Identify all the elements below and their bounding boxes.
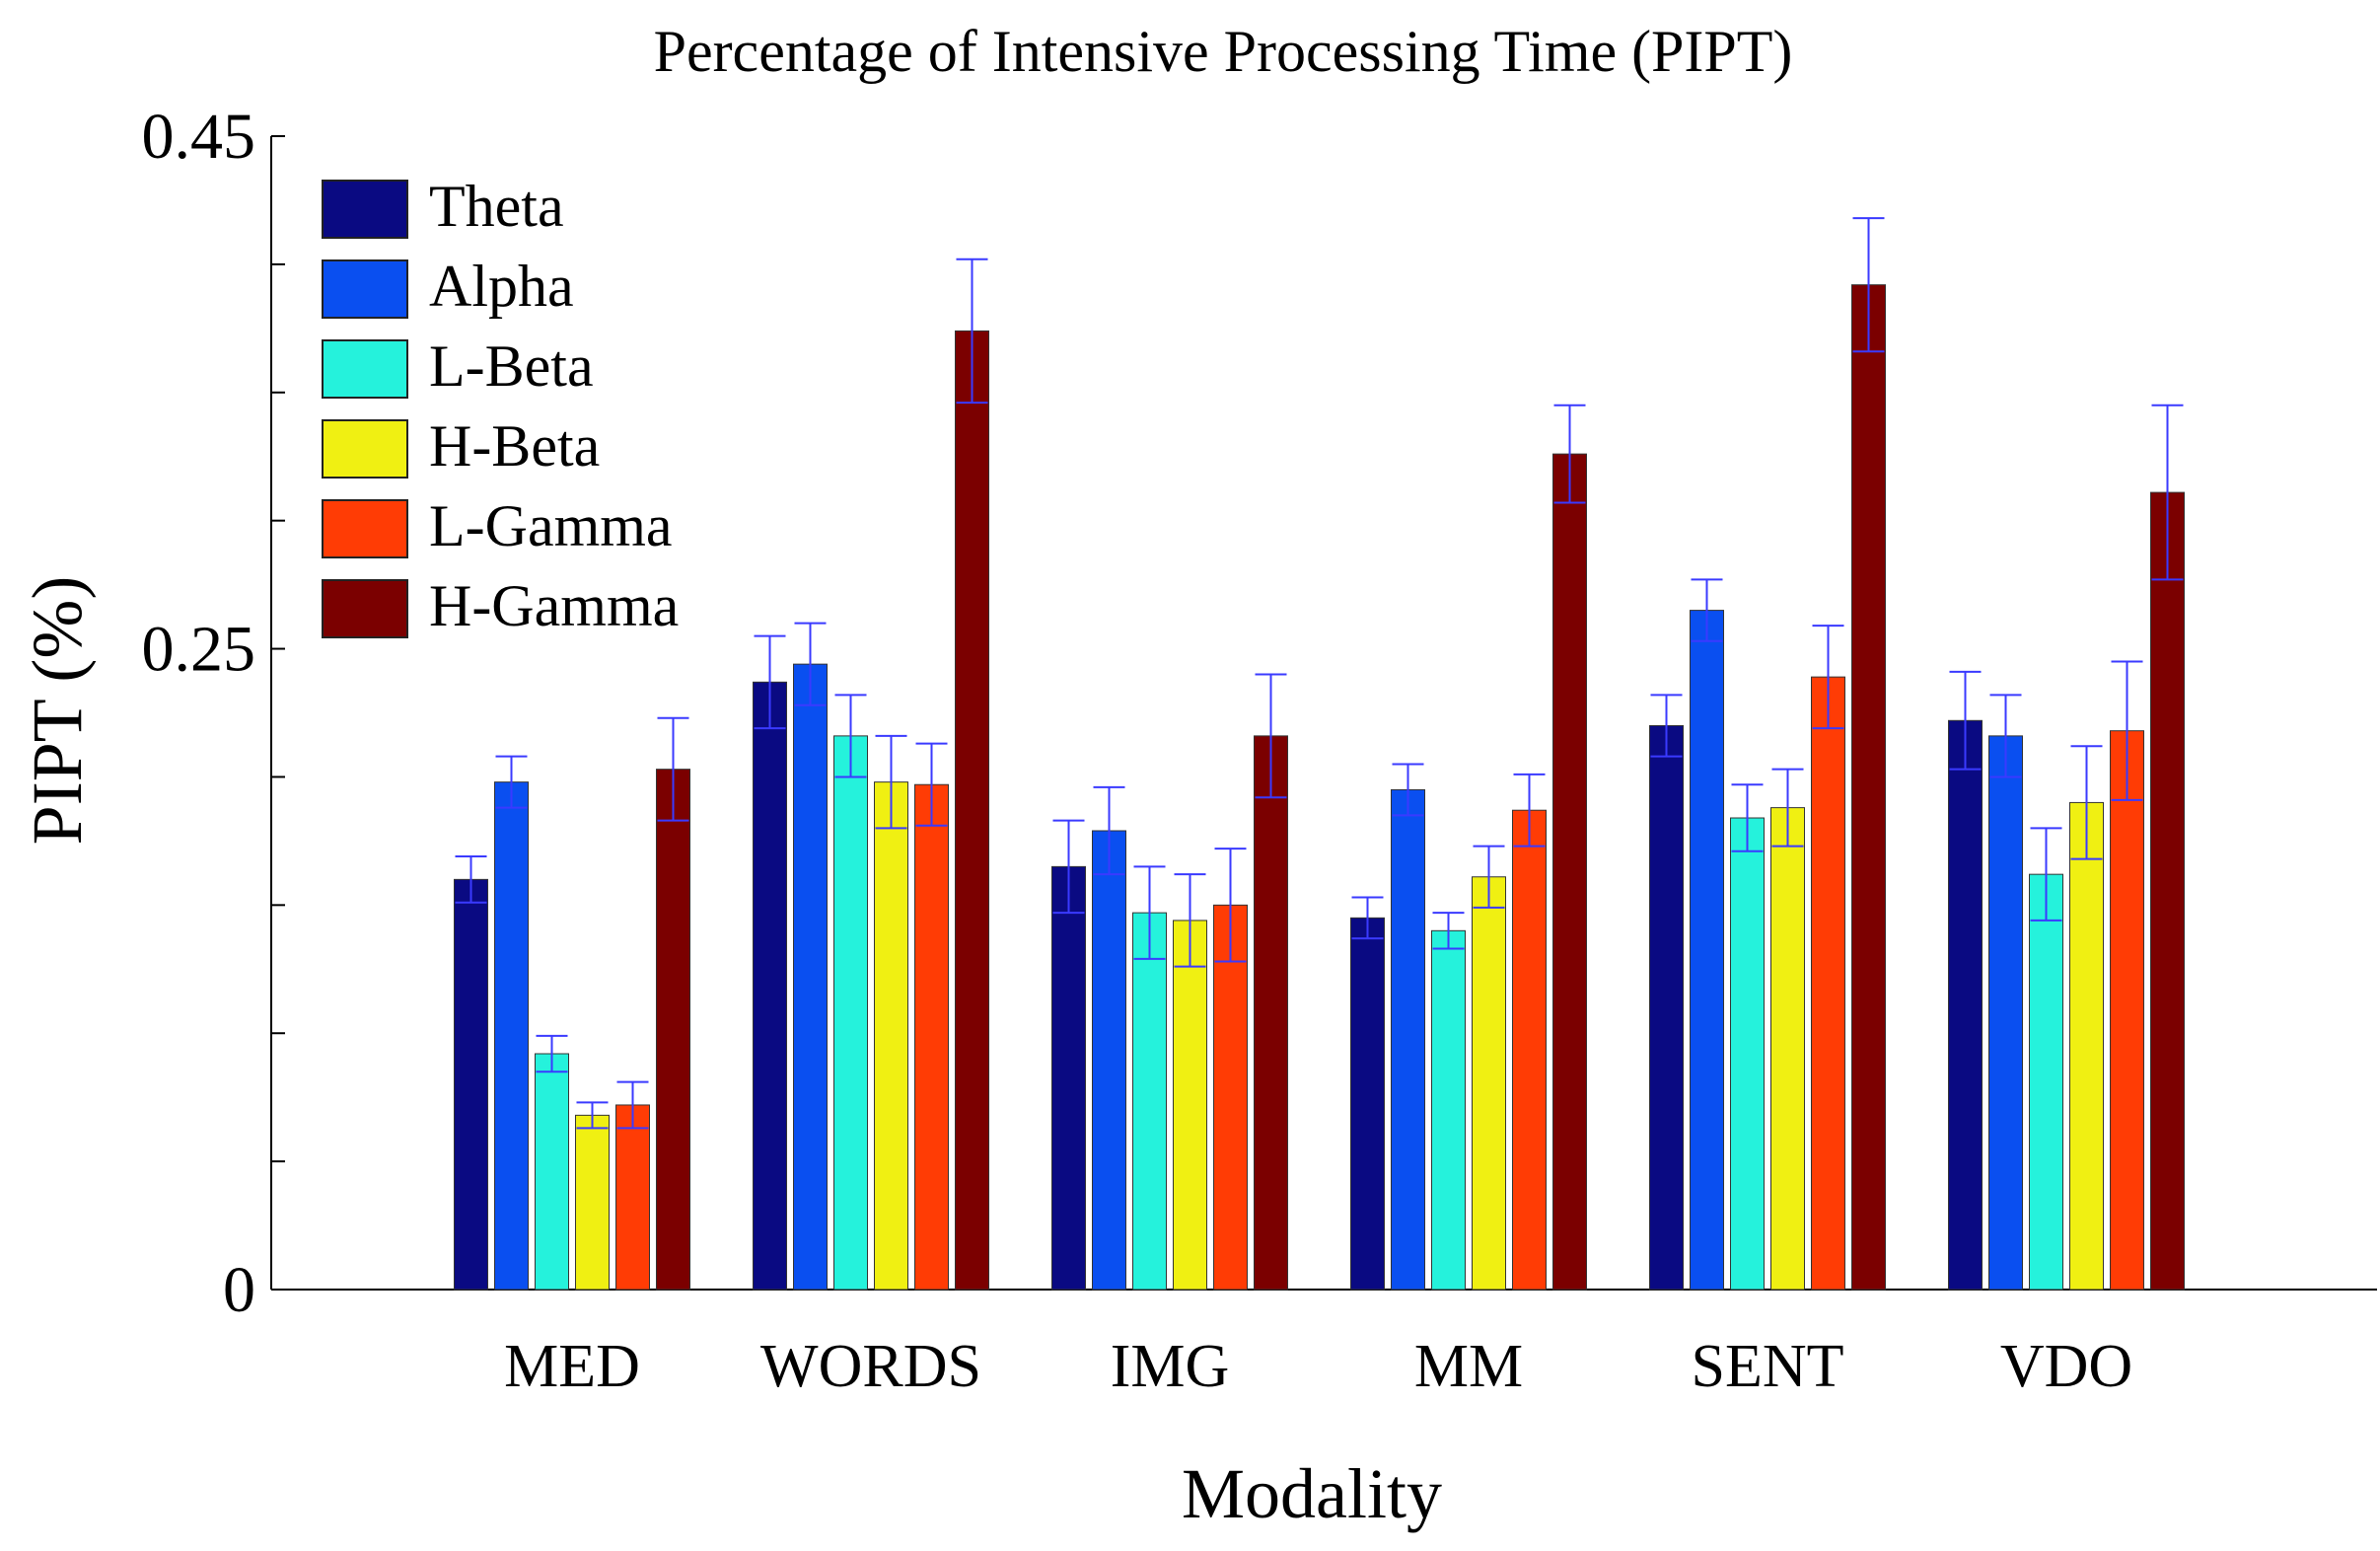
bar-theta-img bbox=[1051, 865, 1086, 1291]
bar-l-beta-vdo bbox=[2029, 873, 2063, 1291]
legend-label: Theta bbox=[429, 174, 564, 239]
bar-alpha-vdo bbox=[1988, 735, 2023, 1291]
bar-h-gamma-med bbox=[656, 769, 690, 1291]
x-tick-labels: MED WORDS IMG MM SENT VDO bbox=[504, 1333, 2132, 1400]
bar-l-gamma-img bbox=[1213, 904, 1248, 1291]
y-axis-title: PIPT (%) bbox=[18, 576, 97, 846]
x-tick-label: MED bbox=[504, 1333, 640, 1400]
bar-h-gamma-vdo bbox=[2150, 491, 2185, 1291]
x-tick-label: SENT bbox=[1692, 1333, 1844, 1400]
x-tick-label: VDO bbox=[2000, 1333, 2132, 1400]
legend-swatch-l-gamma bbox=[322, 499, 408, 558]
x-tick-label: WORDS bbox=[760, 1333, 981, 1400]
bar-l-beta-img bbox=[1132, 912, 1167, 1291]
legend-label: H-Gamma bbox=[429, 573, 679, 638]
legend-label: Alpha bbox=[429, 254, 574, 319]
bar-l-gamma-sent bbox=[1811, 676, 1845, 1291]
bar-l-gamma-words bbox=[914, 783, 949, 1291]
bar-alpha-med bbox=[494, 781, 529, 1291]
legend-swatch-h-gamma bbox=[322, 579, 408, 638]
bar-h-beta-sent bbox=[1770, 807, 1805, 1291]
bar-l-gamma-mm bbox=[1512, 809, 1547, 1291]
y-tick-labels: 0 0.25 0.45 bbox=[142, 101, 256, 1326]
bar-h-gamma-img bbox=[1254, 735, 1288, 1291]
legend-label: H-Beta bbox=[429, 413, 600, 479]
bar-l-beta-mm bbox=[1431, 929, 1466, 1291]
legend-swatch-h-beta bbox=[322, 419, 408, 479]
y-tick-label: 0.25 bbox=[142, 614, 256, 686]
bar-h-gamma-words bbox=[955, 330, 989, 1291]
bar-theta-mm bbox=[1350, 917, 1385, 1291]
bar-theta-words bbox=[753, 681, 787, 1291]
legend-swatch-theta bbox=[322, 180, 408, 239]
bar-l-beta-words bbox=[833, 735, 868, 1291]
bar-alpha-img bbox=[1092, 830, 1126, 1291]
legend-swatch-l-beta bbox=[322, 339, 408, 399]
legend-label: L-Gamma bbox=[429, 493, 673, 558]
bar-theta-vdo bbox=[1948, 719, 1983, 1291]
legend-swatch-alpha bbox=[322, 259, 408, 319]
x-tick-label: MM bbox=[1414, 1333, 1523, 1400]
error-bars bbox=[455, 217, 2184, 1130]
bar-h-beta-words bbox=[874, 781, 908, 1291]
bar-l-gamma-med bbox=[615, 1104, 650, 1291]
bar-alpha-words bbox=[793, 663, 828, 1291]
legend-label: L-Beta bbox=[429, 333, 594, 399]
bar-alpha-mm bbox=[1391, 788, 1425, 1291]
bar-h-gamma-mm bbox=[1552, 453, 1587, 1291]
bar-theta-med bbox=[454, 878, 488, 1291]
chart-title: Percentage of Intensive Processing Time … bbox=[654, 19, 1793, 84]
bar-theta-sent bbox=[1649, 724, 1684, 1291]
legend: Theta Alpha L-Beta H-Beta L-Gamma H-Gamma bbox=[322, 174, 679, 638]
bar-h-beta-med bbox=[575, 1114, 610, 1291]
x-tick-label: IMG bbox=[1111, 1333, 1230, 1400]
bars bbox=[454, 284, 2185, 1291]
bar-h-gamma-sent bbox=[1851, 284, 1886, 1291]
y-tick-label: 0.45 bbox=[142, 101, 256, 173]
x-axis-title: Modality bbox=[1182, 1454, 1442, 1533]
bar-h-beta-img bbox=[1173, 920, 1207, 1291]
bar-l-beta-med bbox=[535, 1053, 569, 1291]
bar-alpha-sent bbox=[1690, 610, 1724, 1291]
bar-l-beta-sent bbox=[1730, 817, 1765, 1291]
bar-l-gamma-vdo bbox=[2110, 730, 2144, 1291]
bar-h-beta-mm bbox=[1472, 876, 1506, 1291]
bar-h-beta-vdo bbox=[2069, 801, 2104, 1291]
y-tick-label: 0 bbox=[223, 1254, 255, 1326]
